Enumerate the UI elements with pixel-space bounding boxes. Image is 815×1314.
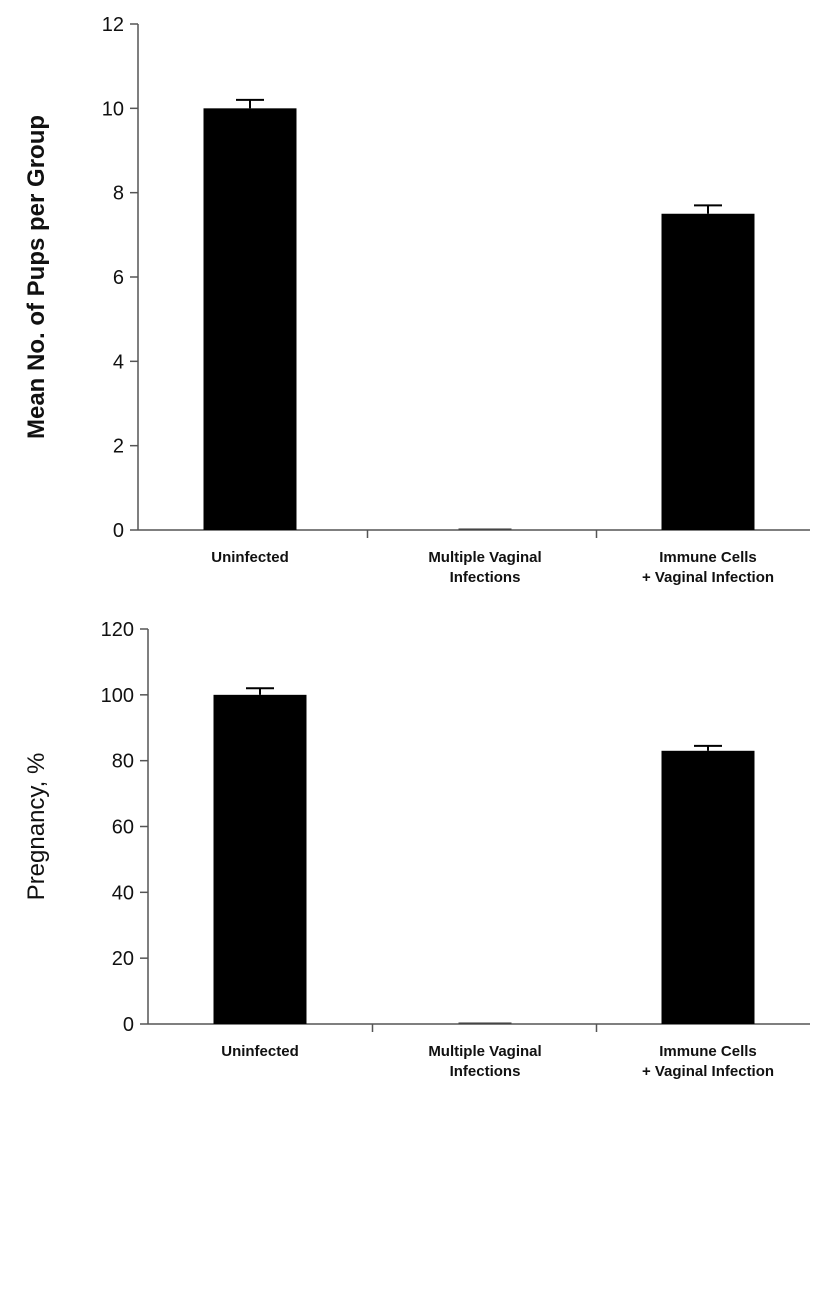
y-tick-label: 8 [113, 183, 124, 205]
x-category-label: + Vaginal Infection [642, 569, 774, 586]
y-tick-label: 12 [102, 14, 124, 36]
x-category-label: Immune Cells [659, 1043, 757, 1060]
y-tick-label: 120 [101, 619, 134, 641]
y-tick-label: 60 [112, 817, 134, 839]
pups-chart: 0 2 4 6 8 10 12 Mean No. of Pups per Group Uninf… [23, 14, 810, 586]
y-tick-label: 0 [123, 1014, 134, 1036]
x-category-label: Multiple Vaginal [428, 549, 541, 566]
x-category-label: Infections [450, 569, 521, 586]
x-category-label: Uninfected [211, 549, 289, 566]
bar [661, 213, 755, 530]
bar [213, 694, 307, 1024]
y-tick-label: 100 [101, 685, 134, 707]
x-category-label: Immune Cells [659, 549, 757, 566]
x-category-label: Infections [450, 1063, 521, 1080]
y-tick-label: 0 [113, 520, 124, 542]
y-tick-label: 6 [113, 267, 124, 289]
y-tick-label: 4 [113, 351, 124, 373]
bar [203, 108, 297, 530]
y-tick-label: 20 [112, 948, 134, 970]
x-category-label: Uninfected [221, 1043, 299, 1060]
y-tick-label: 10 [102, 98, 124, 120]
y-tick-label: 40 [112, 882, 134, 904]
y-tick-label: 80 [112, 751, 134, 773]
y-axis-title: Pregnancy, % [23, 753, 50, 901]
x-category-label: + Vaginal Infection [642, 1063, 774, 1080]
pregnancy-chart: 0 20 40 60 80 100 120 Pregnancy, % Uninfected Mul… [23, 619, 810, 1080]
bar [661, 750, 755, 1024]
x-category-label: Multiple Vaginal [428, 1043, 541, 1060]
y-tick-label: 2 [113, 436, 124, 458]
y-axis-title: Mean No. of Pups per Group [23, 115, 50, 439]
